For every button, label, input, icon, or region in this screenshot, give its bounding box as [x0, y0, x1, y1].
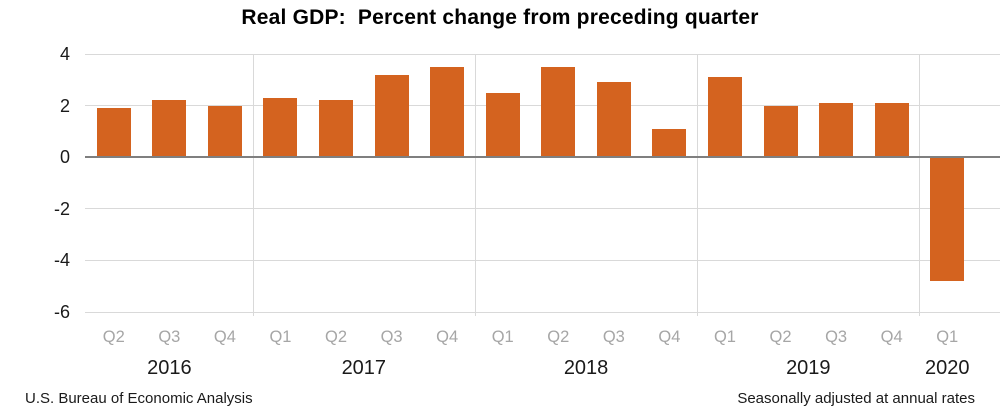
zero-axis-line	[85, 156, 1000, 159]
bar-Q3-9	[596, 82, 631, 158]
x-axis-year-label-2017: 2017	[341, 357, 387, 379]
x-axis-quarter-label-4: Q2	[325, 328, 348, 346]
year-separator-2020	[919, 54, 921, 316]
bar-Q3-5	[374, 74, 409, 158]
bar-Q1-11	[707, 77, 742, 158]
gridline--6	[85, 311, 1000, 313]
x-axis-year-label-2020: 2020	[924, 357, 970, 379]
y-axis-tick-label--4: -4	[53, 250, 70, 271]
bar-Q4-10	[652, 128, 687, 158]
year-separator-2019	[697, 54, 699, 316]
x-axis-quarter-label-9: Q3	[602, 328, 625, 346]
bar-Q2-12	[763, 105, 798, 158]
x-axis-year-label-2018: 2018	[563, 357, 609, 379]
adjustment-note: Seasonally adjusted at annual rates	[737, 390, 975, 407]
x-axis-quarter-label-0: Q2	[102, 328, 125, 346]
x-axis-quarter-label-5: Q3	[380, 328, 403, 346]
x-axis-quarter-label-12: Q2	[769, 328, 792, 346]
y-axis-tick-label-0: 0	[59, 147, 70, 168]
bar-Q2-4	[319, 100, 354, 158]
x-axis-quarter-label-7: Q1	[491, 328, 514, 346]
bar-Q2-8	[541, 66, 576, 158]
bar-Q1-15	[930, 157, 965, 282]
x-axis-year-label-2016: 2016	[147, 357, 192, 379]
bar-Q4-14	[874, 103, 909, 158]
gridline--4	[85, 259, 1000, 261]
x-axis-quarter-label-14: Q4	[880, 328, 903, 346]
plot-area	[85, 53, 1000, 316]
chart-title: Real GDP: Percent change from preceding …	[241, 6, 759, 29]
source-attribution: U.S. Bureau of Economic Analysis	[25, 390, 253, 407]
x-axis-quarter-label-2: Q4	[213, 328, 236, 346]
x-axis-quarter-label-8: Q2	[547, 328, 570, 346]
x-axis-quarter-label-13: Q3	[825, 328, 848, 346]
bar-Q4-6	[430, 66, 465, 158]
year-separator-2017	[252, 54, 254, 316]
x-axis-quarter-label-6: Q4	[436, 328, 459, 346]
gridline-4	[85, 53, 1000, 55]
x-axis-quarter-label-10: Q4	[658, 328, 681, 346]
gridline--2	[85, 208, 1000, 210]
x-axis-year-label-2019: 2019	[786, 357, 831, 379]
x-axis-quarter-label-15: Q1	[936, 328, 959, 346]
x-axis-quarter-label-11: Q1	[713, 328, 736, 346]
bar-Q3-13	[819, 103, 854, 158]
y-axis-tick-label-4: 4	[59, 44, 70, 64]
bar-Q3-1	[152, 100, 187, 158]
y-axis-tick-label--6: -6	[53, 302, 70, 322]
bar-Q1-3	[263, 97, 298, 158]
year-separator-2018	[474, 54, 476, 316]
x-axis-quarter-label-1: Q3	[158, 328, 181, 346]
y-axis-tick-label--2: -2	[53, 198, 70, 219]
bar-Q4-2	[207, 105, 242, 158]
bar-Q1-7	[485, 92, 520, 158]
y-axis-tick-label-2: 2	[59, 95, 70, 116]
x-axis-quarter-label-3: Q1	[269, 328, 292, 346]
bar-Q2-0	[96, 108, 131, 158]
